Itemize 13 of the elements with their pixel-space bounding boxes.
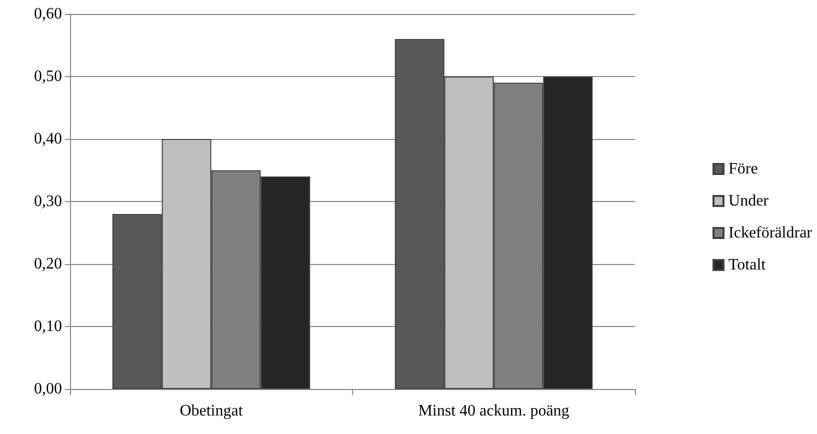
y-tick-label: 0,10: [34, 318, 62, 335]
y-tick-label: 0,30: [34, 193, 62, 210]
y-tick-label: 0,20: [34, 256, 62, 272]
legend-label: Före: [728, 160, 758, 178]
x-tick-label: Obetingat: [180, 402, 244, 420]
legend-label: Ickeföräldrar: [728, 224, 813, 242]
y-tick-label: 0,40: [34, 130, 62, 148]
legend-label: Under: [728, 192, 770, 210]
y-tick-label: 0,60: [34, 6, 62, 22]
legend-label: Totalt: [728, 256, 766, 274]
x-tick-label: Minst 40 ackum. poäng: [418, 402, 570, 420]
y-tick-label: 0,50: [34, 68, 62, 85]
y-tick-label: 0,00: [34, 380, 62, 398]
